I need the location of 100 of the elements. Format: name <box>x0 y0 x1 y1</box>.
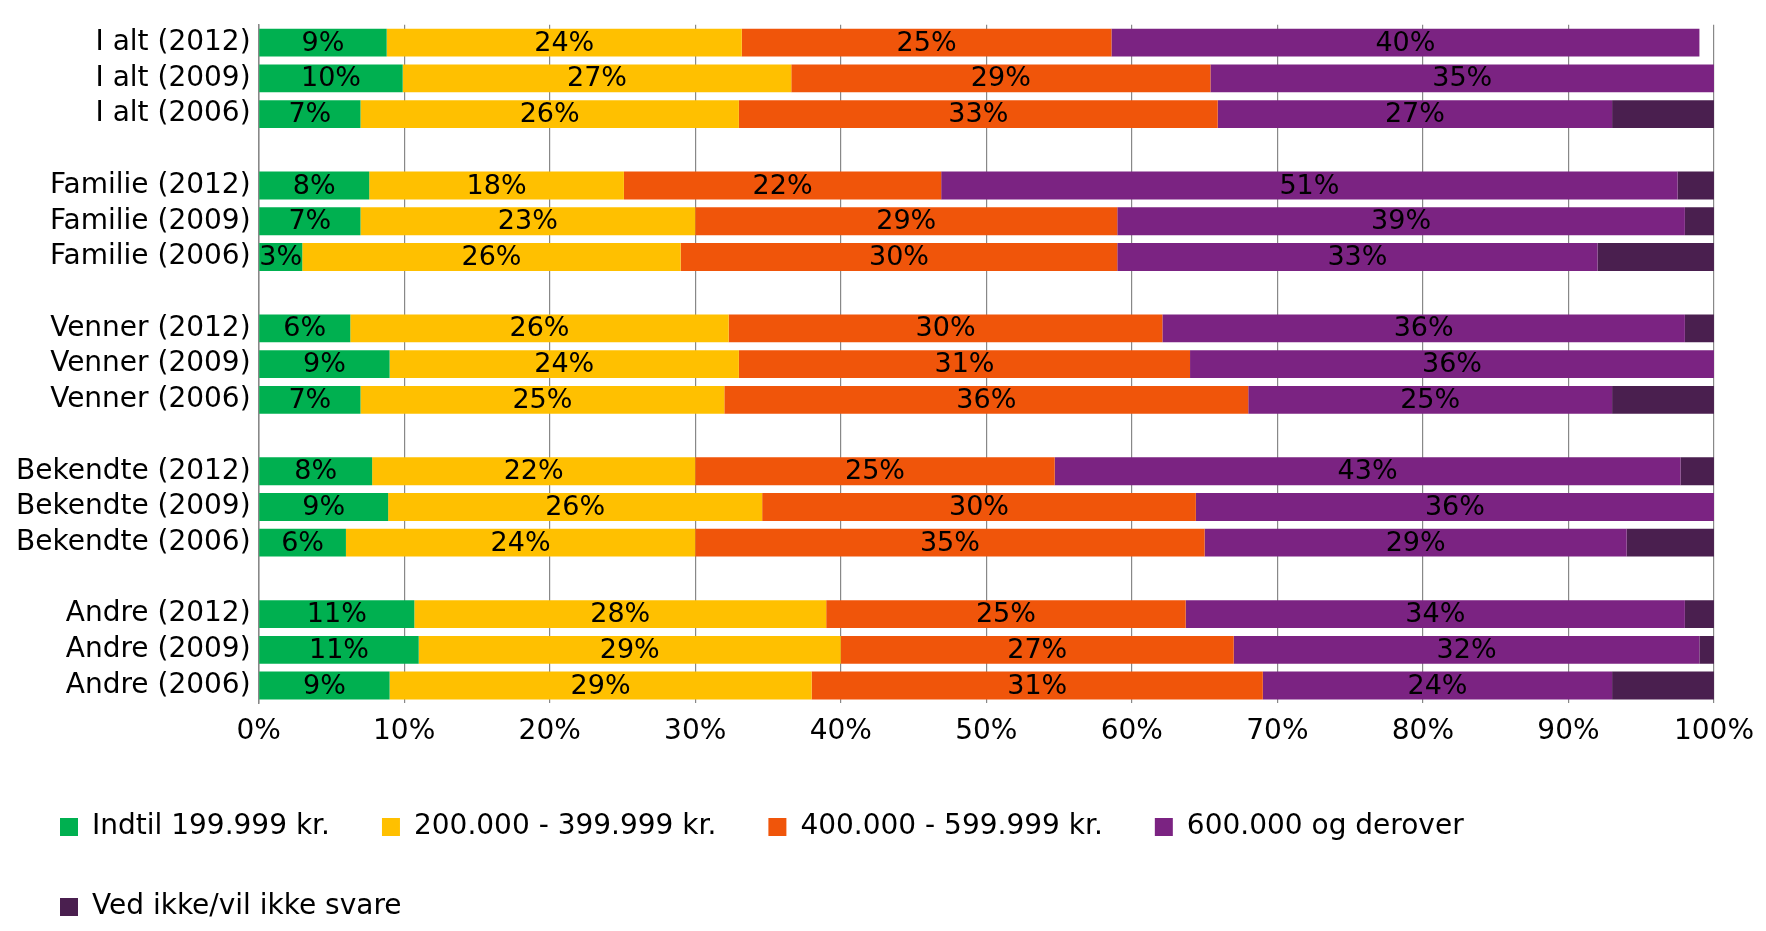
bar <box>1117 207 1685 236</box>
bar <box>741 28 1112 57</box>
bar <box>369 171 624 200</box>
bar <box>1680 457 1714 486</box>
bar <box>259 493 389 521</box>
y-tick-label: Andre (2009) <box>65 631 251 665</box>
legend-label: 200.000 - 399.999 kr. <box>413 808 717 842</box>
bar <box>1248 385 1613 414</box>
bar <box>791 64 1211 93</box>
legend-label: 400.000 - 599.999 kr. <box>800 808 1103 842</box>
y-tick-label: I alt (2012) <box>95 23 251 57</box>
bar <box>738 100 1218 129</box>
data-label: 9% <box>302 668 346 700</box>
data-label: 7% <box>288 204 332 236</box>
data-label: 22% <box>503 454 564 486</box>
data-label: 31% <box>1007 668 1068 700</box>
bar <box>360 207 696 236</box>
bar <box>1162 314 1685 343</box>
bar <box>728 314 1163 343</box>
x-tick-label: 10% <box>373 713 436 747</box>
x-tick-label: 70% <box>1246 713 1309 747</box>
data-label: 30% <box>915 311 976 343</box>
bar <box>389 671 812 700</box>
bar <box>372 457 696 486</box>
bar <box>360 100 739 129</box>
y-tick-label: Familie (2012) <box>50 166 251 200</box>
bar <box>386 28 742 57</box>
data-label: 11% <box>308 632 369 664</box>
data-label: 3% <box>259 239 303 271</box>
data-label: 35% <box>1432 61 1493 93</box>
x-tick-label: 100% <box>1673 713 1755 747</box>
bar <box>1626 528 1714 557</box>
bar <box>941 171 1678 200</box>
y-tick-label: Venner (2009) <box>50 345 251 379</box>
y-tick-label: Bekendte (2012) <box>16 452 251 486</box>
bar <box>259 635 419 664</box>
data-label: 33% <box>1327 239 1388 271</box>
bar <box>695 528 1205 557</box>
bar <box>738 350 1191 379</box>
x-tick-label: 50% <box>955 713 1018 747</box>
bar <box>259 600 415 629</box>
bar <box>388 493 763 521</box>
bar <box>1677 171 1714 200</box>
data-label: 23% <box>497 204 558 236</box>
bar <box>1117 243 1598 271</box>
bar <box>360 385 725 414</box>
data-label: 11% <box>306 597 367 629</box>
data-label: 8% <box>292 168 336 200</box>
bar <box>1233 635 1700 664</box>
data-label: 6% <box>281 525 324 557</box>
y-tick-label: Venner (2012) <box>50 309 251 343</box>
bar <box>1684 314 1714 343</box>
data-label: 36% <box>1424 489 1485 521</box>
data-label: 33% <box>948 97 1009 129</box>
data-label: 7% <box>288 382 332 414</box>
data-label: 36% <box>956 382 1017 414</box>
bar <box>259 28 387 57</box>
bar <box>402 64 792 93</box>
bar <box>350 314 729 343</box>
data-label: 27% <box>566 61 627 93</box>
data-label: 24% <box>1407 668 1468 700</box>
data-label: 43% <box>1337 454 1398 486</box>
data-label: 24% <box>534 25 595 57</box>
data-label: 36% <box>1422 347 1483 379</box>
data-label: 25% <box>844 454 905 486</box>
legend-label: Ved ikke/vil ikke svare <box>92 888 402 922</box>
x-tick-label: 80% <box>1391 713 1455 747</box>
bar <box>724 385 1249 414</box>
data-label: 26% <box>509 311 570 343</box>
bar <box>1597 243 1714 271</box>
x-tick-label: 40% <box>809 713 872 747</box>
data-label: 10% <box>300 61 361 93</box>
data-label: 25% <box>896 25 957 57</box>
bar <box>1684 207 1714 236</box>
x-tick-label: 60% <box>1100 713 1163 747</box>
bar <box>302 243 681 271</box>
data-label: 24% <box>534 347 595 379</box>
bar <box>1612 385 1714 414</box>
bar <box>418 635 841 664</box>
y-tick-label: Familie (2006) <box>50 238 251 272</box>
data-label: 31% <box>934 347 995 379</box>
data-label: 7% <box>288 97 332 129</box>
bar <box>1185 600 1685 629</box>
x-tick-label: 0% <box>236 713 281 747</box>
data-label: 32% <box>1436 632 1497 664</box>
data-label: 27% <box>1007 632 1068 664</box>
bar <box>762 493 1196 521</box>
data-label: 24% <box>490 525 551 557</box>
data-label: 30% <box>949 489 1010 521</box>
bar <box>1190 350 1714 379</box>
bar <box>623 171 942 200</box>
bar <box>1217 100 1613 129</box>
data-label: 51% <box>1279 168 1340 200</box>
bar <box>414 600 827 629</box>
x-tick-label: 30% <box>664 713 727 747</box>
data-label: 29% <box>970 61 1031 93</box>
legend-label: 600.000 og derover <box>1186 808 1465 842</box>
data-label: 9% <box>302 489 346 521</box>
data-label: 9% <box>302 347 346 379</box>
y-tick-label: Familie (2009) <box>50 202 251 236</box>
